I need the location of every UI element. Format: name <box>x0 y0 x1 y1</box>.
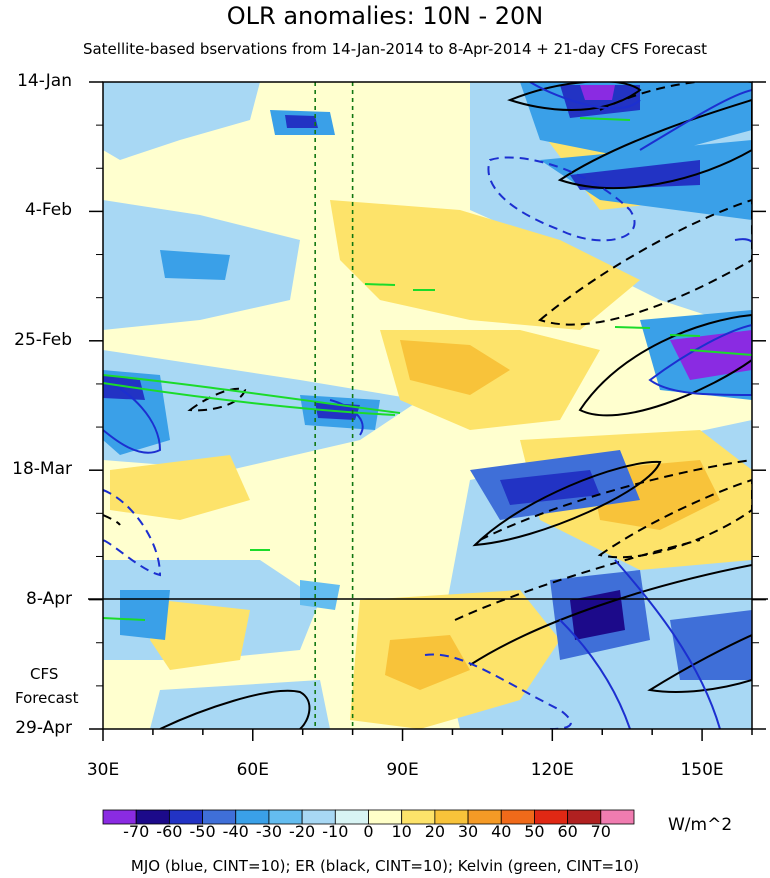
contour-line-11 <box>647 633 752 693</box>
contour-line-34 <box>579 117 631 121</box>
colorbar-level-label: 70 <box>590 822 611 841</box>
colorbar-level-label: 30 <box>457 822 479 841</box>
anomaly-region-12 <box>110 455 250 520</box>
chart-title: OLR anomalies: 10N - 20N <box>226 2 544 30</box>
anomaly-region-35 <box>160 250 230 280</box>
colorbar-level-label: -30 <box>255 822 282 841</box>
contour-line-3 <box>537 198 752 326</box>
contour-line-0 <box>507 82 642 111</box>
contour-line-14 <box>529 82 641 110</box>
x-tick-label: 30E <box>86 760 120 780</box>
anomaly-region-7 <box>330 200 640 330</box>
contour-line-23 <box>559 619 631 729</box>
anomaly-region-34 <box>670 610 752 680</box>
chart-subtitle: Satellite-based bservations from 14-Jan-… <box>82 40 708 58</box>
axis-ticks <box>89 81 766 741</box>
colorbar-level-label: -60 <box>156 822 183 841</box>
contour-line-1 <box>557 98 752 190</box>
reference-lines <box>314 82 354 729</box>
contour-line-17 <box>648 323 752 396</box>
contour-overlays <box>103 82 752 729</box>
colorbar-level-label: -40 <box>222 822 249 841</box>
x-tick-label: 150E <box>680 760 724 780</box>
colorbar-level-label: 50 <box>524 822 545 841</box>
contour-line-33 <box>103 617 146 621</box>
anomaly-region-36 <box>120 590 170 640</box>
contour-line-4 <box>578 313 752 417</box>
contour-line-19 <box>329 399 364 436</box>
colorbar-level-label: -70 <box>123 822 150 841</box>
anomaly-region-9 <box>400 340 510 395</box>
colorbar-level-label: -20 <box>289 822 316 841</box>
contour-line-20 <box>103 489 162 577</box>
colorbar-swatch-15 <box>600 809 635 825</box>
overlay-caption: MJO (blue, CINT=10); ER (black, CINT=10)… <box>130 857 640 875</box>
contour-line-22 <box>614 559 721 729</box>
anomaly-region-25 <box>580 85 615 100</box>
contour-line-10 <box>469 564 752 666</box>
anomaly-region-6 <box>150 680 330 729</box>
contour-line-16 <box>639 89 752 151</box>
colorbar-level-label: 40 <box>491 822 512 841</box>
contour-line-15 <box>487 156 636 242</box>
anomaly-region-2 <box>103 350 420 470</box>
colorbar-level-label: -50 <box>189 822 216 841</box>
x-tick-label: 120E <box>530 760 574 780</box>
anomaly-region-11 <box>385 635 470 690</box>
colorbar-level-label: 0 <box>363 822 374 841</box>
contour-line-7 <box>479 459 752 541</box>
colorbar <box>102 809 635 825</box>
contour-line-18 <box>103 379 162 454</box>
y-tick-label: 4-Feb <box>24 200 72 221</box>
anomaly-region-29 <box>670 330 752 380</box>
contour-line-31 <box>689 349 752 356</box>
contour-line-27 <box>364 283 396 286</box>
y-tick-label: 18-Mar <box>12 459 72 480</box>
anomaly-region-0 <box>103 82 260 160</box>
contour-line-13 <box>103 514 121 526</box>
anomaly-fills <box>103 82 752 729</box>
plot-frame <box>102 81 753 730</box>
anomaly-region-18 <box>103 375 145 400</box>
contour-line-25 <box>103 374 401 414</box>
y-tick-label: 8-Apr <box>26 588 72 609</box>
y-tick-label: 14-Jan <box>17 71 72 91</box>
colorbar-units: W/m^2 <box>668 815 733 835</box>
y-tick-label: 25-Feb <box>14 329 72 350</box>
contour-line-2 <box>599 82 752 111</box>
forecast-label-line1: CFS <box>30 665 59 683</box>
contour-line-9 <box>454 539 701 621</box>
contour-line-30 <box>669 334 701 337</box>
y-tick-label: 29-Apr <box>15 718 72 738</box>
anomaly-region-20 <box>285 115 318 128</box>
contour-line-29 <box>614 326 651 329</box>
x-tick-label: 90E <box>386 760 419 780</box>
x-tick-label: 60E <box>236 760 269 780</box>
anomaly-region-37 <box>300 580 340 610</box>
anomaly-region-31 <box>500 470 600 505</box>
colorbar-level-label: 10 <box>391 822 412 841</box>
contour-line-21 <box>424 653 572 729</box>
anomaly-region-15 <box>150 600 250 670</box>
colorbar-level-label: -10 <box>322 822 349 841</box>
colorbar-level-label: 60 <box>557 822 578 841</box>
colorbar-level-label: 20 <box>424 822 446 841</box>
forecast-label-line2: Forecast <box>15 689 79 707</box>
contour-line-26 <box>103 382 396 416</box>
contour-line-12 <box>159 689 311 729</box>
contour-line-6 <box>472 460 662 547</box>
